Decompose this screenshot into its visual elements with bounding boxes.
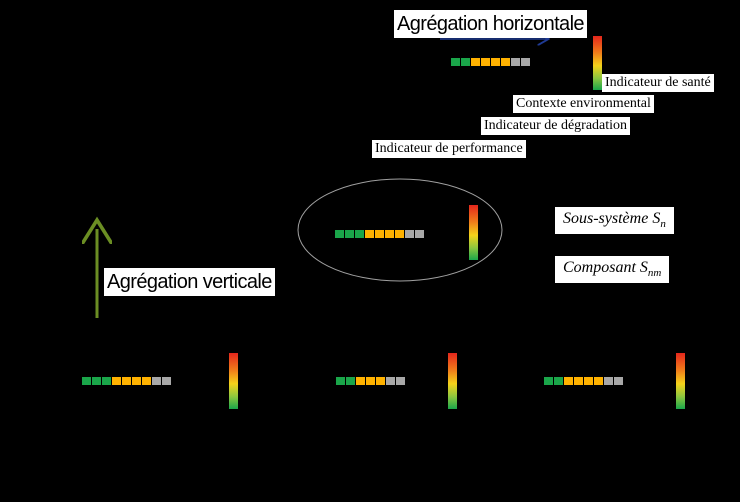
horizontal-aggregation-label: Agrégation horizontale xyxy=(394,10,587,38)
subsystem-label: Sous-système Sn xyxy=(555,207,674,235)
indicator-square xyxy=(461,58,470,66)
indicator-square xyxy=(112,377,121,385)
performance-indicator-label: Indicateur de performance xyxy=(372,140,526,158)
indicator-square xyxy=(521,58,530,66)
subsystem-label-subscript: n xyxy=(660,218,666,231)
indicator-square xyxy=(356,377,365,385)
component-2-health-gauge xyxy=(448,353,457,409)
indicator-square xyxy=(594,377,603,385)
subsystem-health-gauge xyxy=(469,205,478,260)
indicator-square xyxy=(366,377,375,385)
indicator-square xyxy=(584,377,593,385)
indicator-square xyxy=(82,377,91,385)
health-indicator-label: Indicateur de santé xyxy=(602,74,714,92)
indicator-square xyxy=(405,230,414,238)
subsystem-indicator-row xyxy=(335,230,424,238)
indicator-square xyxy=(345,230,354,238)
indicator-square xyxy=(335,230,344,238)
indicator-square xyxy=(604,377,613,385)
component-1-health-gauge xyxy=(229,353,238,409)
indicator-square xyxy=(501,58,510,66)
indicator-square xyxy=(336,377,345,385)
subsystem-ellipse xyxy=(297,178,503,282)
indicator-square xyxy=(162,377,171,385)
indicator-square xyxy=(574,377,583,385)
indicator-square xyxy=(511,58,520,66)
indicator-square xyxy=(614,377,623,385)
indicator-square xyxy=(355,230,364,238)
indicator-square xyxy=(346,377,355,385)
indicator-square xyxy=(152,377,161,385)
component-3-indicator-row xyxy=(544,377,623,385)
environmental-context-label: Contexte environmental xyxy=(513,95,654,113)
system-indicator-row xyxy=(451,58,530,66)
indicator-square xyxy=(102,377,111,385)
component-label: Composant Snm xyxy=(555,256,670,284)
indicator-square xyxy=(142,377,151,385)
indicator-square xyxy=(122,377,131,385)
indicator-square xyxy=(544,377,553,385)
degradation-indicator-label: Indicateur de dégradation xyxy=(481,117,631,135)
indicator-square xyxy=(365,230,374,238)
component-2-indicator-row xyxy=(336,377,405,385)
indicator-square xyxy=(132,377,141,385)
indicator-square xyxy=(386,377,395,385)
vertical-aggregation-label: Agrégation verticale xyxy=(104,268,275,296)
component-3-health-gauge xyxy=(676,353,685,409)
component-label-text: Composant S xyxy=(563,259,648,276)
subsystem-label-text: Sous-système S xyxy=(563,210,661,227)
component-1-indicator-row xyxy=(82,377,171,385)
system-health-gauge xyxy=(593,36,602,90)
indicator-square xyxy=(385,230,394,238)
indicator-square xyxy=(554,377,563,385)
indicator-square xyxy=(395,230,404,238)
indicator-square xyxy=(481,58,490,66)
indicator-square xyxy=(92,377,101,385)
indicator-square xyxy=(396,377,405,385)
indicator-square xyxy=(376,377,385,385)
indicator-square xyxy=(564,377,573,385)
indicator-square xyxy=(451,58,460,66)
indicator-square xyxy=(471,58,480,66)
component-label-subscript: nm xyxy=(647,267,662,280)
indicator-square xyxy=(491,58,500,66)
indicator-square xyxy=(415,230,424,238)
indicator-square xyxy=(375,230,384,238)
